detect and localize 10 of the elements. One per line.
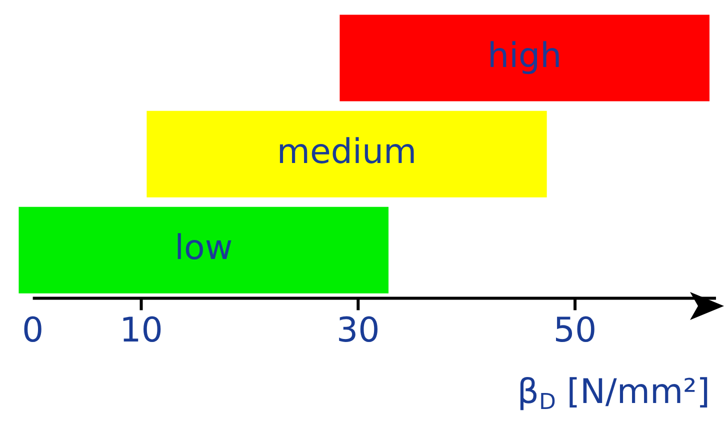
x-tick-label: 0 — [22, 310, 44, 350]
x-tick-label: 50 — [553, 310, 597, 350]
annotation: medium — [276, 132, 417, 172]
bar — [18, 206, 389, 294]
bar — [340, 14, 710, 102]
x-tick-label: 10 — [120, 310, 163, 350]
x-tick-label: 30 — [336, 310, 380, 350]
annotation: low — [174, 228, 233, 268]
bar — [146, 110, 547, 198]
annotation: high — [488, 36, 562, 76]
